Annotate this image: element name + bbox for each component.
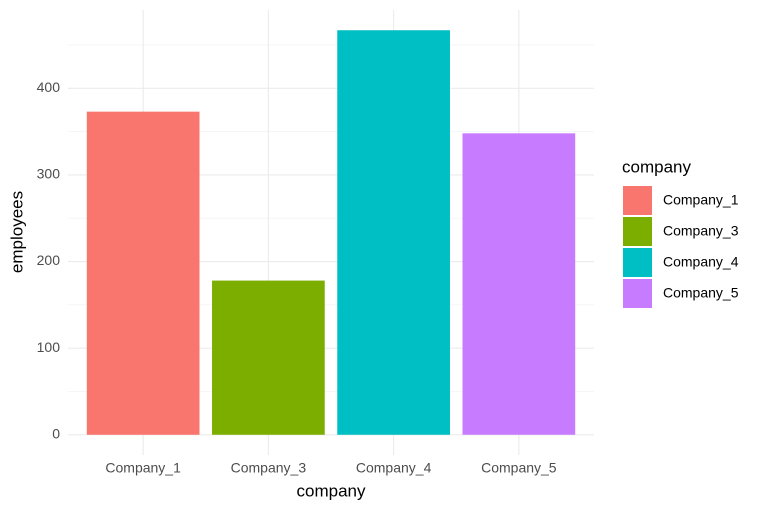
legend-key — [623, 279, 652, 308]
x-tick-label: Company_3 — [231, 460, 307, 476]
y-tick-label: 100 — [37, 339, 61, 355]
y-tick-label: 300 — [37, 166, 61, 182]
bar — [462, 133, 576, 435]
y-axis-title: employees — [7, 191, 26, 273]
x-tick-label: Company_1 — [105, 460, 181, 476]
legend-label: Company_3 — [663, 223, 739, 239]
y-tick-label: 200 — [37, 252, 61, 268]
legend-title: company — [622, 157, 691, 176]
legend-key — [623, 248, 652, 277]
x-axis-title: company — [297, 481, 366, 500]
bar — [337, 30, 450, 435]
legend-key — [623, 217, 652, 246]
x-tick-label: Company_5 — [481, 460, 557, 476]
bar — [86, 111, 200, 435]
bar — [212, 280, 325, 435]
legend-label: Company_1 — [663, 192, 739, 208]
legend-label: Company_5 — [663, 285, 739, 301]
y-tick-label: 0 — [52, 425, 60, 441]
y-tick-label: 400 — [37, 79, 61, 95]
x-tick-label: Company_4 — [356, 460, 432, 476]
legend-label: Company_4 — [663, 254, 739, 270]
legend-key — [623, 186, 652, 215]
